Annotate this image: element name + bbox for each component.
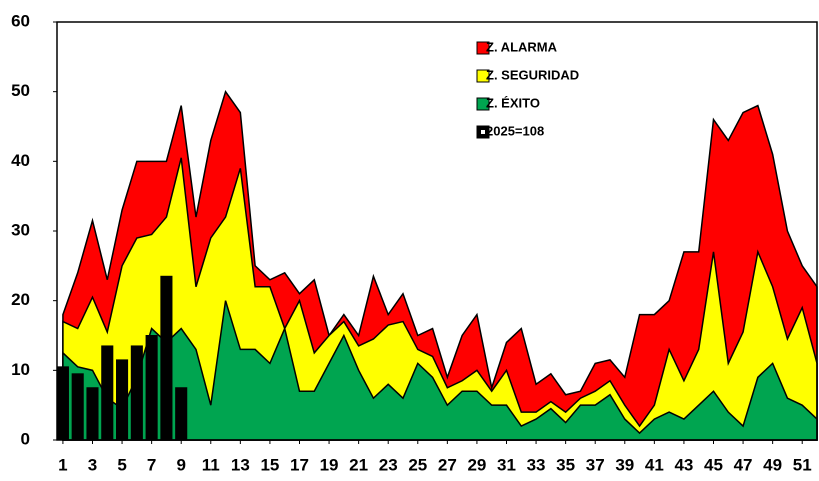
y-tick-label: 50 [11,81,30,100]
bar [175,387,188,441]
x-tick-label: 3 [88,455,97,474]
legend-swatch [476,97,490,111]
x-tick-label: 1 [58,455,67,474]
x-tick-label: 11 [202,455,220,474]
x-tick-label: 5 [117,455,126,474]
x-tick-label: 13 [231,455,250,474]
y-tick-label: 40 [11,151,30,170]
plot-frame [56,21,818,441]
x-tick-label: 27 [438,455,457,474]
x-tick-label: 15 [260,455,279,474]
x-tick-label: 31 [497,455,516,474]
x-tick-label: 21 [349,455,368,474]
x-tick-label: 33 [527,455,546,474]
legend-label: Z. ALARMA [486,39,558,54]
x-tick-label: 25 [408,455,427,474]
x-tick-label: 41 [645,455,664,474]
y-tick-label: 20 [11,290,30,309]
legend-label: 2025=108 [486,123,544,138]
x-tick-label: 45 [704,455,723,474]
bar [160,275,173,441]
bar [116,359,129,441]
y-tick-label: 60 [11,11,30,30]
area [62,300,818,441]
legend-label: Z. ÉXITO [486,95,540,110]
legend-label: Z. SEGURIDAD [486,67,579,82]
x-tick-label: 39 [615,455,634,474]
bar [56,366,69,441]
x-tick-label: 17 [290,455,309,474]
legend-swatch [476,69,490,83]
legend-swatch [476,41,490,55]
x-tick-label: 29 [467,455,486,474]
x-tick-label: 19 [320,455,339,474]
bar [71,373,84,441]
x-tick-label: 9 [176,455,185,474]
x-tick-label: 37 [586,455,605,474]
x-tick-label: 7 [147,455,156,474]
legend-swatch-inner [481,130,485,134]
y-tick-label: 30 [11,220,30,239]
bar [130,345,143,441]
x-tick-label: 49 [763,455,782,474]
x-tick-label: 43 [674,455,693,474]
bar [145,335,158,441]
x-tick-label: 23 [379,455,398,474]
y-tick-label: 10 [11,360,30,379]
bar [101,345,114,441]
y-tick-label: 0 [21,429,30,448]
bar [86,387,99,441]
x-tick-label: 51 [793,455,812,474]
x-tick-label: 35 [556,455,575,474]
x-tick-label: 47 [734,455,753,474]
